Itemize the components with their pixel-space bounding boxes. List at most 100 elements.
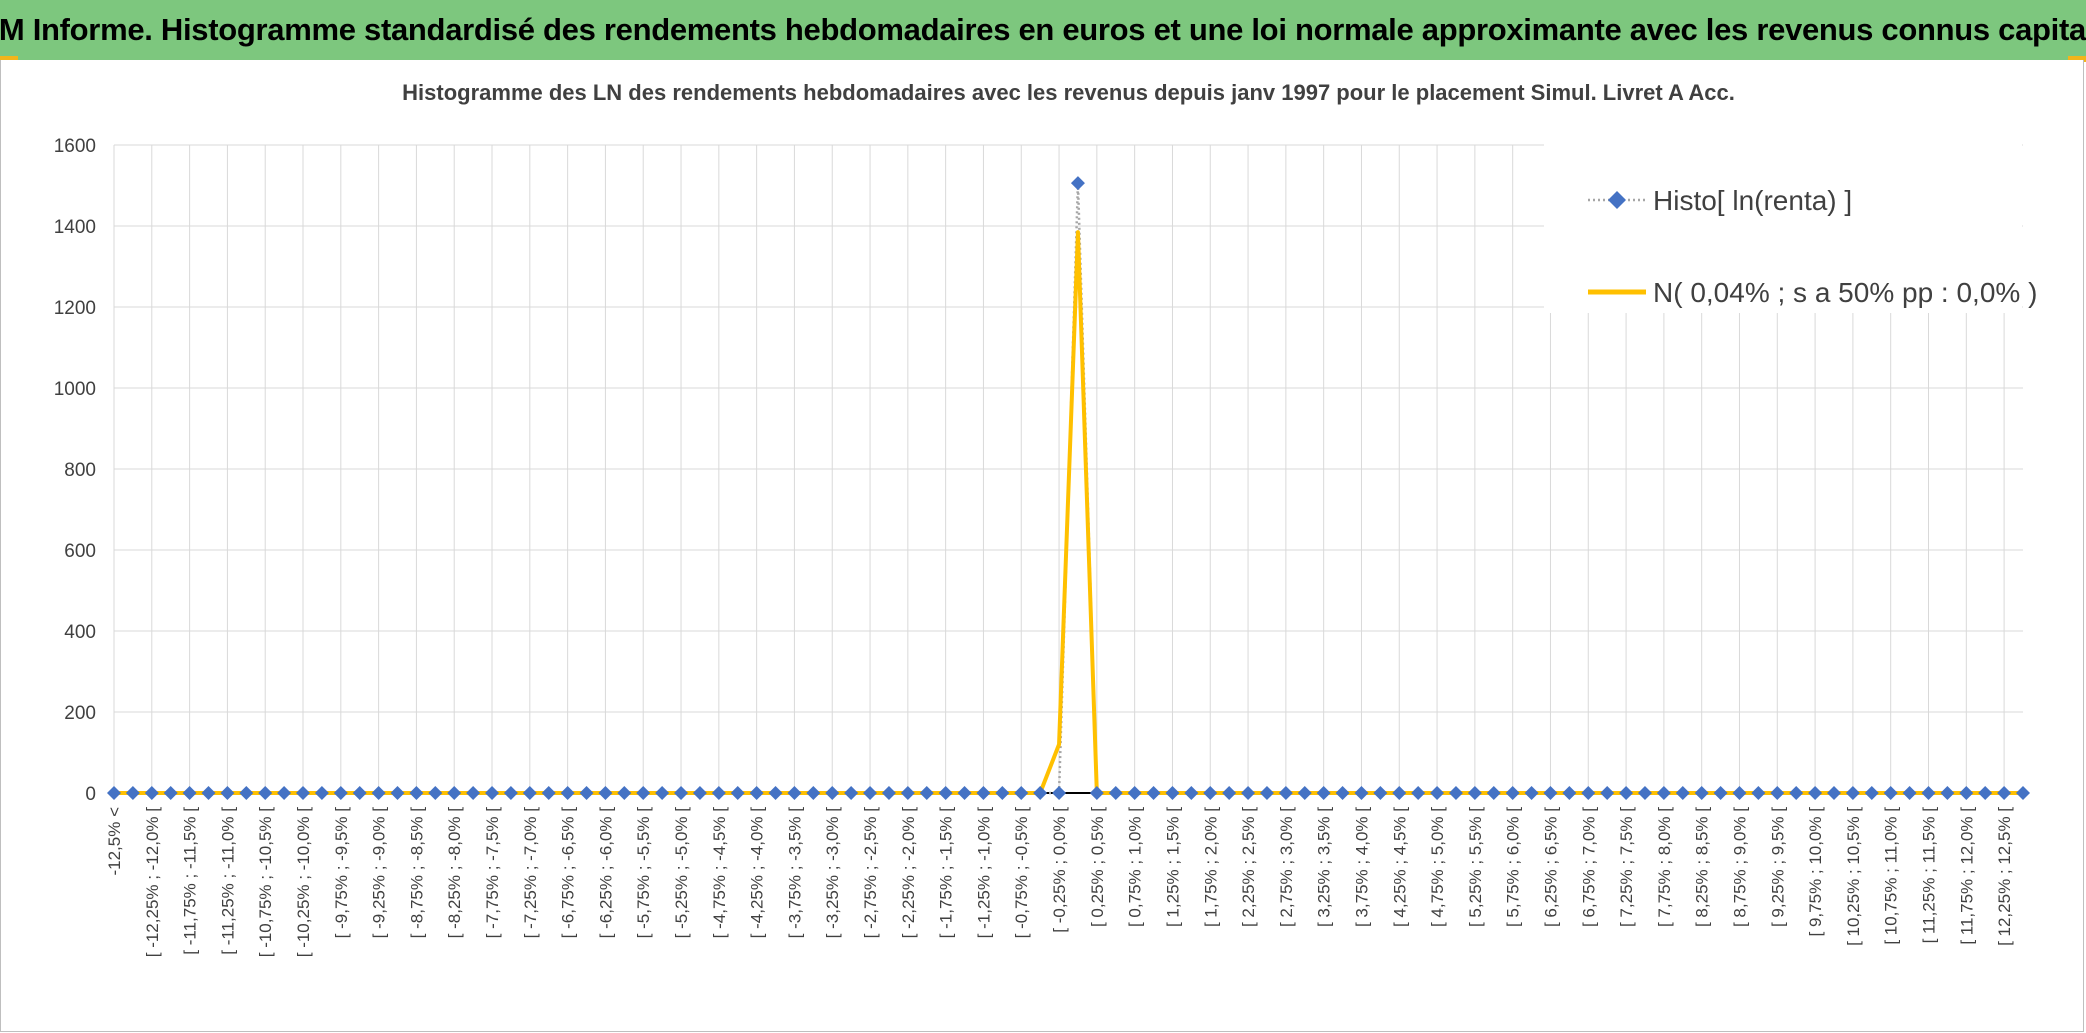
histo-point [522,786,537,800]
x-tick-label: [ 2,75% ; 3,0% [ [1277,807,1296,927]
legend-histo-label: Histo[ ln(renta) ] [1653,185,1852,216]
x-tick-label: [ 0,25% ; 0,5% [ [1088,807,1107,927]
histo-point [806,786,821,800]
histo-point [503,786,518,800]
histo-point [314,786,329,800]
y-tick-label: 400 [64,622,96,643]
x-tick-label: [ 10,75% ; 11,0% [ [1882,807,1901,945]
y-tick-label: 0 [85,784,96,805]
histo-point [163,786,178,800]
histo-point [1108,786,1123,800]
histo-point [1505,786,1520,800]
chart-title: Histogramme des LN des rendements hebdom… [402,80,1735,105]
histo-point [881,786,896,800]
histo-point [1467,786,1482,800]
x-tick-label: [ -5,75% ; -5,5% [ [634,807,653,939]
x-tick-label: [ -11,75% ; -11,5% [ [181,807,200,955]
histo-point [333,786,348,800]
y-tick-label: 800 [64,460,96,481]
histo-point [1637,786,1652,800]
report-title: ADAM Informe. Histogramme standardisé de… [0,12,2086,47]
legend-normal-label: N( 0,04% ; s a 50% pp : 0,0% ) [1653,277,2037,308]
x-tick-label: [ -9,75% ; -9,5% [ [332,807,351,939]
histo-point [1146,786,1161,800]
histo-point [1070,176,1085,191]
histo-point [730,786,745,800]
histo-point [239,786,254,800]
histo-point [1335,786,1350,800]
histo-point [428,786,443,800]
histo-point [1675,786,1690,800]
histo-point [1203,786,1218,800]
histo-point [995,786,1010,800]
x-tick-label: [ -6,75% ; -6,5% [ [559,807,578,939]
histo-point [352,786,367,800]
histo-point [1241,786,1256,800]
x-tick-label: [ 12,25% ; 12,5% [ [1995,807,2014,946]
histo-point [1883,786,1898,800]
x-tick-label: [ -9,25% ; -9,0% [ [370,807,389,939]
histo-point [692,786,707,800]
histo-point [1789,786,1804,800]
histo-point [825,786,840,800]
histo-point [1997,786,2012,800]
histo-point [1184,786,1199,800]
histo-point [976,786,991,800]
x-tick-label: [ -7,25% ; -7,0% [ [521,807,540,939]
histo-point [1619,786,1634,800]
x-tick-label: [ -3,25% ; -3,0% [ [823,807,842,939]
x-tick-label: [ 3,25% ; 3,5% [ [1315,807,1334,927]
x-tick-label: -12,5% < [105,807,124,876]
histo-point [1297,786,1312,800]
histo-point [1581,786,1596,800]
x-tick-label: [ -4,75% ; -4,5% [ [710,807,729,939]
x-tick-label: [ 2,25% ; 2,5% [ [1239,807,1258,927]
x-tick-label: [ -5,25% ; -5,0% [ [672,807,691,939]
histo-point [1486,786,1501,800]
histo-point [1411,786,1426,800]
histo-point [277,786,292,800]
histo-point [1052,786,1067,800]
chart-area: Histogramme des LN des rendements hebdom… [0,60,2084,1032]
x-tick-label: [ -2,75% ; -2,5% [ [861,807,880,939]
histo-point [1089,786,1104,800]
x-tick-label: [ -1,25% ; -1,0% [ [974,807,993,939]
histo-point [107,786,121,800]
histo-point [1656,786,1671,800]
x-tick-label: [ 1,75% ; 2,0% [ [1201,807,1220,927]
histo-point [466,786,481,800]
x-tick-label: [ -8,75% ; -8,5% [ [407,807,426,939]
y-tick-label: 600 [64,541,96,562]
histo-point [1259,786,1274,800]
y-tick-label: 1000 [54,379,96,400]
histo-point [1600,786,1615,800]
histo-point [1694,786,1709,800]
histo-point [1278,786,1293,800]
histo-point [1543,786,1558,800]
histo-point [220,786,235,800]
y-tick-label: 1400 [54,217,96,238]
x-tick-label: [ 0,75% ; 1,0% [ [1126,807,1145,927]
x-tick-label: [ -2,25% ; -2,0% [ [899,807,918,939]
x-tick-label: [ 5,25% ; 5,5% [ [1466,807,1485,927]
histo-point [1845,786,1860,800]
x-tick-label: [ 9,75% ; 10,0% [ [1806,807,1825,937]
histo-point [1864,786,1879,800]
histo-point [598,786,613,800]
histo-point [1014,786,1029,800]
histo-point [1808,786,1823,800]
legend-histo-marker [1608,191,1626,209]
histo-point [1354,786,1369,800]
histo-point [485,786,500,800]
histo-point [1524,786,1539,800]
x-tick-label: [ 4,25% ; 4,5% [ [1390,807,1409,927]
histo-point [1713,786,1728,800]
x-tick-label: [ -7,75% ; -7,5% [ [483,807,502,939]
x-tick-label: [ 5,75% ; 6,0% [ [1504,807,1523,927]
histo-point [258,786,273,800]
histo-point [1392,786,1407,800]
histo-point [1940,786,1955,800]
histogram-chart: Histogramme des LN des rendements hebdom… [54,80,2038,957]
x-tick-label: [ 4,75% ; 5,0% [ [1428,807,1447,927]
